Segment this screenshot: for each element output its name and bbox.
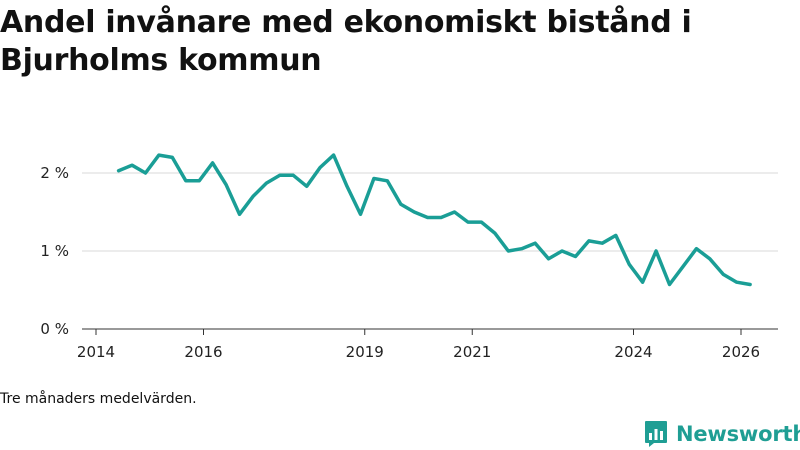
x-tick-label: 2019 xyxy=(346,343,384,361)
x-tick-label: 2021 xyxy=(453,343,491,361)
data-point xyxy=(332,153,336,157)
data-point xyxy=(117,169,121,173)
data-point xyxy=(694,247,698,251)
gridlines xyxy=(82,172,778,252)
data-point xyxy=(668,283,672,287)
series-line xyxy=(116,153,752,287)
data-point xyxy=(439,216,443,220)
data-point xyxy=(547,257,551,261)
data-point xyxy=(520,247,524,251)
brand-name: Newsworthy xyxy=(676,422,800,446)
chart-title: Andel invånare med ekonomiskt bistånd i … xyxy=(0,5,692,78)
data-point xyxy=(345,184,349,188)
data-point xyxy=(600,241,604,245)
data-point xyxy=(184,179,188,183)
x-axis-ticks: 2014 2016 2019 2021 2024 2026 xyxy=(77,329,760,361)
data-point xyxy=(211,161,215,165)
data-point xyxy=(654,249,658,253)
data-point xyxy=(453,210,457,214)
x-tick-label: 2026 xyxy=(722,343,760,361)
data-point xyxy=(264,181,268,185)
data-point xyxy=(493,231,497,235)
data-point xyxy=(170,155,174,159)
data-point xyxy=(278,173,282,177)
data-point xyxy=(627,262,631,266)
data-point xyxy=(426,216,430,220)
x-tick-label: 2024 xyxy=(614,343,652,361)
data-point xyxy=(291,173,295,177)
x-tick-label: 2016 xyxy=(184,343,222,361)
data-point xyxy=(735,280,739,284)
brand-logo: Newsworthy xyxy=(644,420,800,448)
y-tick-label: 1 % xyxy=(40,242,69,260)
data-point xyxy=(224,183,228,187)
y-axis-ticks: 0 % 1 % 2 % xyxy=(40,164,69,338)
data-point xyxy=(574,255,578,259)
data-point xyxy=(708,257,712,261)
data-point xyxy=(144,171,148,175)
data-point xyxy=(157,153,161,157)
data-point xyxy=(587,239,591,243)
data-point xyxy=(641,280,645,284)
data-point xyxy=(399,202,403,206)
data-point xyxy=(238,212,242,216)
y-tick-label: 0 % xyxy=(40,320,69,338)
data-point xyxy=(251,194,255,198)
data-point xyxy=(412,210,416,214)
footnote: Tre månaders medelvärden. xyxy=(0,391,197,407)
series-group xyxy=(116,153,752,287)
data-point xyxy=(681,265,685,269)
data-point xyxy=(560,249,564,253)
data-point xyxy=(466,220,470,224)
data-point xyxy=(318,166,322,170)
data-point xyxy=(305,184,309,188)
data-point xyxy=(479,220,483,224)
y-tick-label: 2 % xyxy=(40,164,69,182)
data-point xyxy=(748,283,752,287)
data-point xyxy=(614,233,618,237)
data-point xyxy=(197,179,201,183)
data-point xyxy=(533,241,537,245)
data-point xyxy=(130,163,134,167)
data-point xyxy=(372,177,376,181)
newsworthy-logo-icon xyxy=(645,421,667,447)
x-tick-label: 2014 xyxy=(77,343,115,361)
data-point xyxy=(359,212,363,216)
data-point xyxy=(385,179,389,183)
data-point xyxy=(506,249,510,253)
data-point xyxy=(721,272,725,276)
